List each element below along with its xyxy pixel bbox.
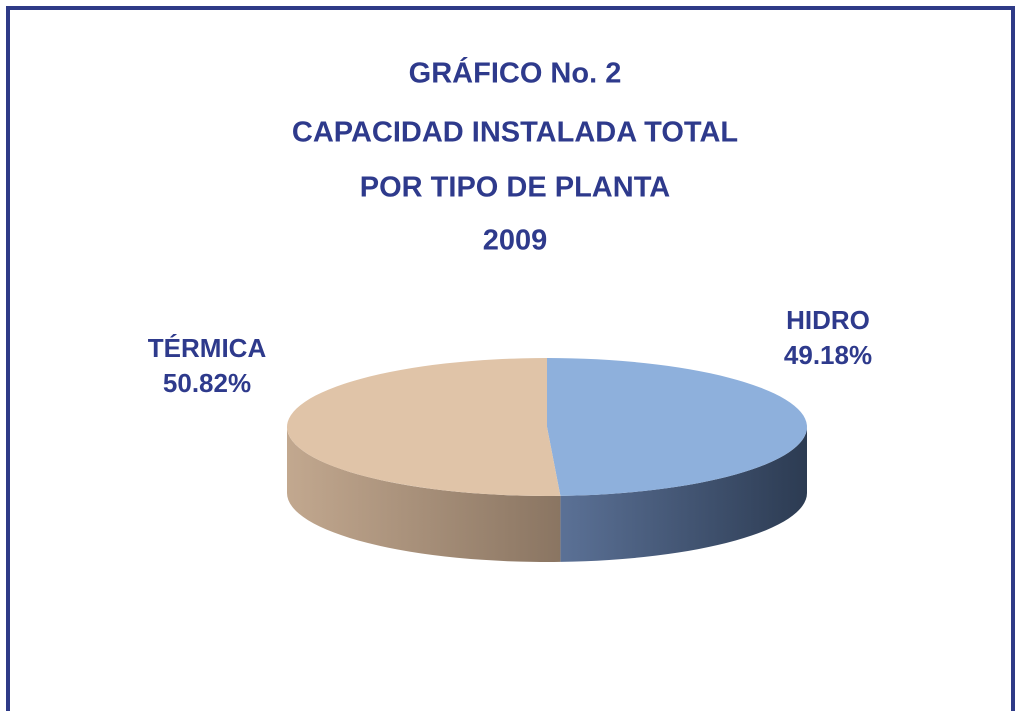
chart-title: CAPACIDAD INSTALADA TOTAL (292, 117, 738, 149)
frame (6, 6, 1015, 711)
slice-value: 50.82% (163, 368, 251, 398)
slice-label: TÉRMICA (148, 333, 267, 363)
slice-label: HIDRO (786, 305, 870, 335)
slice-side (560, 427, 807, 562)
slice-side (287, 427, 561, 562)
slice-value: 49.18% (784, 340, 872, 370)
chart-title: 2009 (483, 225, 548, 257)
chart-title: GRÁFICO No. 2 (409, 56, 622, 90)
chart-title: POR TIPO DE PLANTA (360, 172, 670, 204)
slice (547, 358, 807, 496)
slice (286, 358, 561, 497)
